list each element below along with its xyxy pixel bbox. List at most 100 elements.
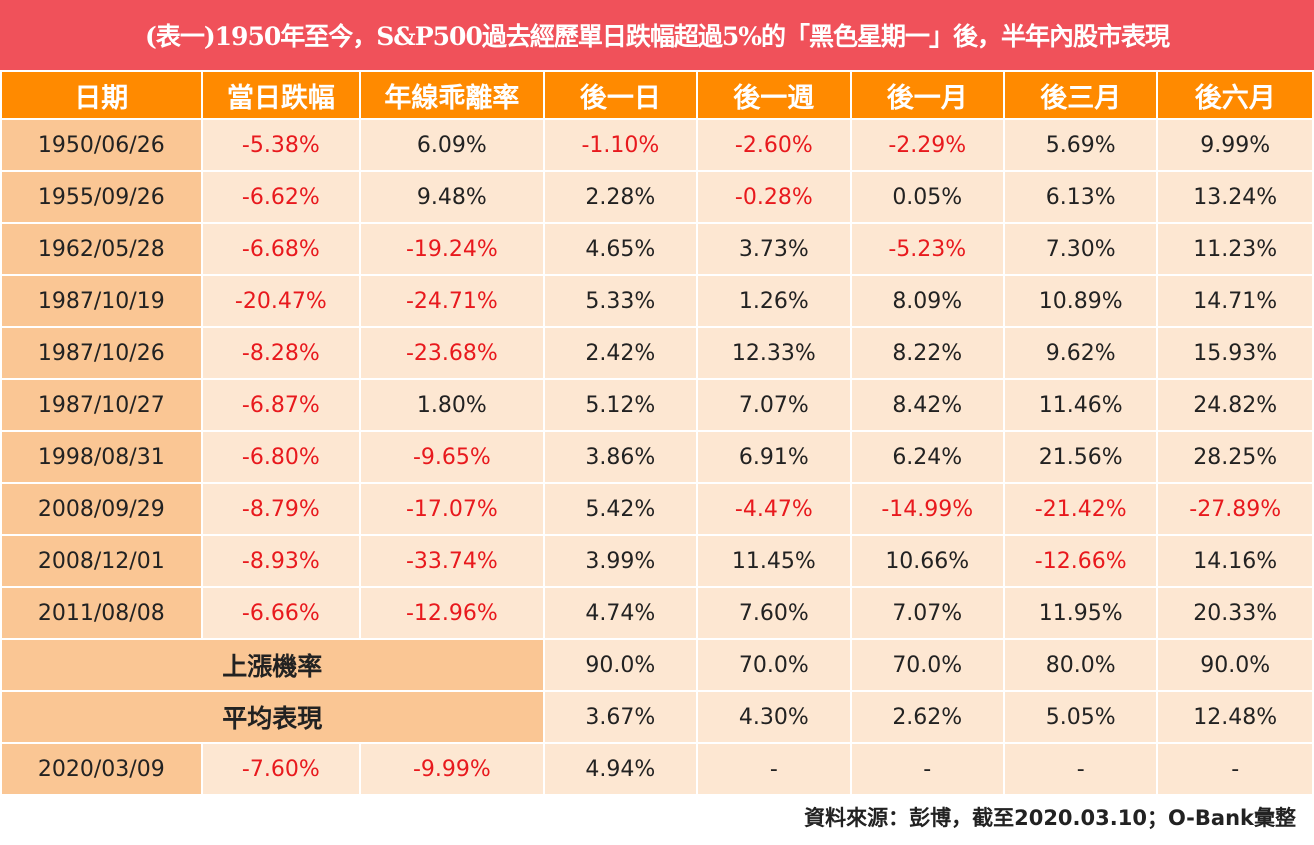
next-week-cell: 70.0%	[698, 640, 850, 690]
ma-deviation-cell: -12.96%	[361, 588, 543, 638]
table-row: 1950/06/26 -5.38% 6.09% -1.10% -2.60% -2.29% 5…	[2, 120, 1312, 170]
daily-drop-cell: -8.28%	[202, 328, 360, 378]
daily-drop-cell: -6.68%	[202, 224, 360, 274]
date-cell: 1962/05/28	[2, 224, 201, 274]
next-month-cell: -5.23%	[851, 224, 1003, 274]
date-cell: 2008/09/29	[2, 484, 201, 534]
header-daily-drop: 當日跌幅	[202, 72, 360, 118]
next-6-months-cell: 11.23%	[1158, 224, 1312, 274]
next-month-cell: 2.62%	[851, 692, 1003, 742]
next-day-cell: 5.33%	[544, 276, 697, 326]
table-row: 2008/12/01 -8.93% -33.74% 3.99% 11.45% 10.66%…	[2, 536, 1312, 586]
next-month-cell: 0.05%	[851, 172, 1003, 222]
black-monday-table: 日期 當日跌幅 年線乖離率 後一日 後一週 後一月 後三月 後六月 1950/0…	[0, 70, 1314, 796]
date-cell: 1998/08/31	[2, 432, 201, 482]
daily-drop-cell: -6.87%	[202, 380, 360, 430]
summary-label: 上漲機率	[2, 640, 543, 690]
next-day-cell: 3.99%	[544, 536, 697, 586]
ma-deviation-cell: 1.80%	[361, 380, 543, 430]
next-6-months-cell: 20.33%	[1158, 588, 1312, 638]
next-day-cell: 90.0%	[544, 640, 697, 690]
next-6-months-cell: 14.71%	[1158, 276, 1312, 326]
header-next-day: 後一日	[544, 72, 697, 118]
date-cell: 1955/09/26	[2, 172, 201, 222]
next-week-cell: -0.28%	[698, 172, 850, 222]
next-6-months-cell: 24.82%	[1158, 380, 1312, 430]
next-6-months-cell: 12.48%	[1158, 692, 1312, 742]
table-row: 2008/09/29 -8.79% -17.07% 5.42% -4.47% -14.99…	[2, 484, 1312, 534]
ma-deviation-cell: -19.24%	[361, 224, 543, 274]
table-row: 1955/09/26 -6.62% 9.48% 2.28% -0.28% 0.05% 6.1…	[2, 172, 1312, 222]
next-6-months-cell: -	[1158, 744, 1312, 794]
next-week-cell: 1.26%	[698, 276, 850, 326]
next-day-cell: 3.67%	[544, 692, 697, 742]
next-day-cell: -1.10%	[544, 120, 697, 170]
table-row: 1987/10/27 -6.87% 1.80% 5.12% 7.07% 8.42% 11.4…	[2, 380, 1312, 430]
date-cell: 1987/10/27	[2, 380, 201, 430]
next-day-cell: 4.94%	[544, 744, 697, 794]
header-ma-deviation: 年線乖離率	[361, 72, 543, 118]
table-row: 1962/05/28 -6.68% -19.24% 4.65% 3.73% -5.23% 7…	[2, 224, 1312, 274]
next-week-cell: 3.73%	[698, 224, 850, 274]
next-month-cell: -2.29%	[851, 120, 1003, 170]
header-row: 日期 當日跌幅 年線乖離率 後一日 後一週 後一月 後三月 後六月	[2, 72, 1312, 118]
next-day-cell: 2.42%	[544, 328, 697, 378]
ma-deviation-cell: -24.71%	[361, 276, 543, 326]
next-3-months-cell: 10.89%	[1004, 276, 1157, 326]
ma-deviation-cell: 9.48%	[361, 172, 543, 222]
next-3-months-cell: 80.0%	[1004, 640, 1157, 690]
next-week-cell: 6.91%	[698, 432, 850, 482]
next-day-cell: 2.28%	[544, 172, 697, 222]
table-row: 2011/08/08 -6.66% -12.96% 4.74% 7.60% 7.07% 11…	[2, 588, 1312, 638]
ma-deviation-cell: -33.74%	[361, 536, 543, 586]
next-month-cell: -14.99%	[851, 484, 1003, 534]
date-cell: 1987/10/26	[2, 328, 201, 378]
next-week-cell: 12.33%	[698, 328, 850, 378]
date-cell: 2008/12/01	[2, 536, 201, 586]
daily-drop-cell: -6.66%	[202, 588, 360, 638]
next-week-cell: -	[698, 744, 850, 794]
ma-deviation-cell: -23.68%	[361, 328, 543, 378]
next-day-cell: 4.74%	[544, 588, 697, 638]
summary-row: 上漲機率 90.0% 70.0% 70.0% 80.0% 90.0%	[2, 640, 1312, 690]
next-week-cell: 7.60%	[698, 588, 850, 638]
next-3-months-cell: -21.42%	[1004, 484, 1157, 534]
next-6-months-cell: 14.16%	[1158, 536, 1312, 586]
source-note: 資料來源：彭博，截至2020.03.10；O-Bank彙整	[804, 806, 1296, 830]
next-6-months-cell: 9.99%	[1158, 120, 1312, 170]
table-title: (表一)1950年至今，S&P500過去經歷單日跌幅超過5%的「黑色星期一」後，…	[0, 0, 1314, 70]
daily-drop-cell: -8.79%	[202, 484, 360, 534]
date-cell: 1950/06/26	[2, 120, 201, 170]
daily-drop-cell: -8.93%	[202, 536, 360, 586]
table-row: 1987/10/26 -8.28% -23.68% 2.42% 12.33% 8.22% 9…	[2, 328, 1312, 378]
next-6-months-cell: -27.89%	[1158, 484, 1312, 534]
daily-drop-cell: -7.60%	[202, 744, 360, 794]
next-3-months-cell: 5.05%	[1004, 692, 1157, 742]
summary-label: 平均表現	[2, 692, 543, 742]
next-month-cell: 8.22%	[851, 328, 1003, 378]
header-next-week: 後一週	[698, 72, 850, 118]
header-next-month: 後一月	[851, 72, 1003, 118]
table-row: 1987/10/19 -20.47% -24.71% 5.33% 1.26% 8.09% 1…	[2, 276, 1312, 326]
next-3-months-cell: 11.95%	[1004, 588, 1157, 638]
header-next-3-months: 後三月	[1004, 72, 1157, 118]
next-3-months-cell: 9.62%	[1004, 328, 1157, 378]
next-6-months-cell: 13.24%	[1158, 172, 1312, 222]
date-cell: 2020/03/09	[2, 744, 201, 794]
daily-drop-cell: -6.80%	[202, 432, 360, 482]
date-cell: 1987/10/19	[2, 276, 201, 326]
next-3-months-cell: 5.69%	[1004, 120, 1157, 170]
next-day-cell: 5.42%	[544, 484, 697, 534]
daily-drop-cell: -20.47%	[202, 276, 360, 326]
date-cell: 2011/08/08	[2, 588, 201, 638]
next-month-cell: 8.42%	[851, 380, 1003, 430]
summary-row: 平均表現 3.67% 4.30% 2.62% 5.05% 12.48%	[2, 692, 1312, 742]
ma-deviation-cell: -17.07%	[361, 484, 543, 534]
next-3-months-cell: 7.30%	[1004, 224, 1157, 274]
next-6-months-cell: 90.0%	[1158, 640, 1312, 690]
latest-row: 2020/03/09 -7.60% -9.99% 4.94% - - - -	[2, 744, 1312, 794]
next-week-cell: 4.30%	[698, 692, 850, 742]
next-3-months-cell: 11.46%	[1004, 380, 1157, 430]
header-next-6-months: 後六月	[1158, 72, 1312, 118]
header-date: 日期	[2, 72, 201, 118]
